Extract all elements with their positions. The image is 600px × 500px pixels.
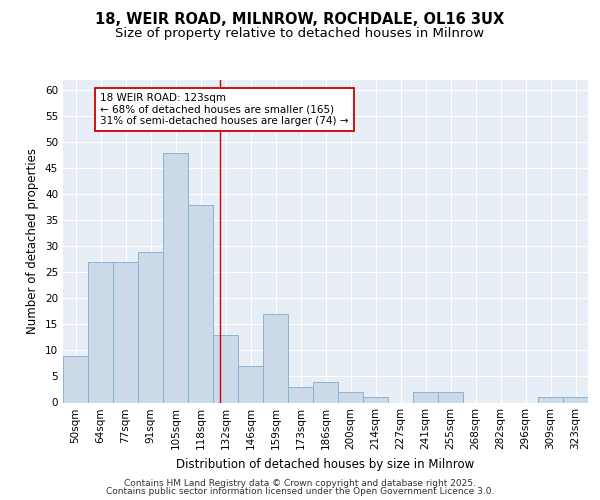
Bar <box>313 382 338 402</box>
Text: Contains public sector information licensed under the Open Government Licence 3.: Contains public sector information licen… <box>106 487 494 496</box>
Bar <box>113 262 138 402</box>
Bar <box>438 392 463 402</box>
Bar <box>263 314 288 402</box>
Bar <box>88 262 113 402</box>
Bar <box>563 398 588 402</box>
Bar <box>213 335 238 402</box>
Text: 18, WEIR ROAD, MILNROW, ROCHDALE, OL16 3UX: 18, WEIR ROAD, MILNROW, ROCHDALE, OL16 3… <box>95 12 505 28</box>
Bar <box>163 153 188 402</box>
Text: Contains HM Land Registry data © Crown copyright and database right 2025.: Contains HM Land Registry data © Crown c… <box>124 478 476 488</box>
X-axis label: Distribution of detached houses by size in Milnrow: Distribution of detached houses by size … <box>176 458 475 471</box>
Bar <box>238 366 263 403</box>
Bar <box>138 252 163 402</box>
Bar <box>363 398 388 402</box>
Text: 18 WEIR ROAD: 123sqm
← 68% of detached houses are smaller (165)
31% of semi-deta: 18 WEIR ROAD: 123sqm ← 68% of detached h… <box>101 93 349 126</box>
Y-axis label: Number of detached properties: Number of detached properties <box>26 148 40 334</box>
Bar <box>63 356 88 403</box>
Bar <box>338 392 363 402</box>
Text: Size of property relative to detached houses in Milnrow: Size of property relative to detached ho… <box>115 28 485 40</box>
Bar <box>413 392 438 402</box>
Bar <box>288 387 313 402</box>
Bar <box>188 205 213 402</box>
Bar <box>538 398 563 402</box>
